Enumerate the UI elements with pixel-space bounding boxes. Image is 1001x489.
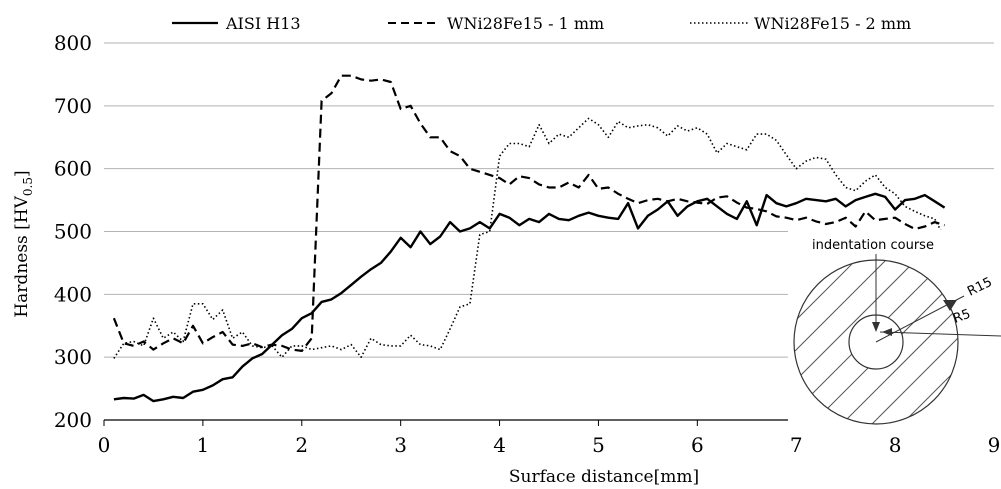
y-tick-label-400: 400 <box>54 282 92 306</box>
y-tick-label-800: 800 <box>54 31 92 55</box>
x-tick-label-3: 3 <box>394 433 407 457</box>
x-tick-label-0: 0 <box>98 433 111 457</box>
x-tick-label-5: 5 <box>592 433 605 457</box>
inset-course-arrowhead <box>872 322 880 332</box>
y-tick-label-300: 300 <box>54 345 92 369</box>
y-axis-title-close: ] <box>12 170 32 177</box>
y-axis-title: Hardness [HV0.5] <box>12 170 35 317</box>
x-tick-label-8: 8 <box>889 433 902 457</box>
series-line-2 <box>112 74 945 352</box>
x-axis-ticks: 0 1 2 3 4 5 6 7 8 9 <box>98 420 1001 457</box>
x-tick-label-7: 7 <box>790 433 803 457</box>
x-tick-label-6: 6 <box>691 433 704 457</box>
series-line-3 <box>113 117 946 359</box>
y-axis-title-sub: 0.5 <box>21 177 35 196</box>
y-axis-ticks: 200 300 400 500 600 700 800 <box>54 31 92 432</box>
legend-label-aisi-h13: AISI H13 <box>225 14 301 33</box>
legend-label-2mm: WNi28Fe15 - 2 mm <box>754 14 911 33</box>
x-tick-label-9: 9 <box>988 433 1001 457</box>
inset-r5-arrowhead <box>882 328 892 336</box>
x-axis-title: Surface distance[mm] <box>509 467 699 487</box>
inset-label-r5: R5 <box>951 307 972 327</box>
legend-label-1mm: WNi28Fe15 - 1 mm <box>447 14 604 33</box>
y-tick-label-700: 700 <box>54 94 92 118</box>
inset-course-label-bg <box>808 236 938 254</box>
y-tick-label-600: 600 <box>54 157 92 181</box>
series-group <box>112 74 946 403</box>
series-line-1 <box>113 192 946 403</box>
inset-label-indentation-course: indentation course <box>812 238 934 253</box>
specimen-cross-section-inset: indentation course R15 R5 <box>788 230 1001 430</box>
y-tick-label-200: 200 <box>54 408 92 432</box>
inset-r15-arrowhead <box>943 300 957 311</box>
x-tick-label-4: 4 <box>493 433 506 457</box>
inset-r5-leader <box>879 331 1001 337</box>
x-tick-label-2: 2 <box>295 433 308 457</box>
x-tick-label-1: 1 <box>197 433 210 457</box>
y-axis-title-main: Hardness [HV <box>12 195 32 317</box>
legend: AISI H13 WNi28Fe15 - 1 mm WNi28Fe15 - 2 … <box>172 14 911 33</box>
y-tick-label-500: 500 <box>54 220 92 244</box>
